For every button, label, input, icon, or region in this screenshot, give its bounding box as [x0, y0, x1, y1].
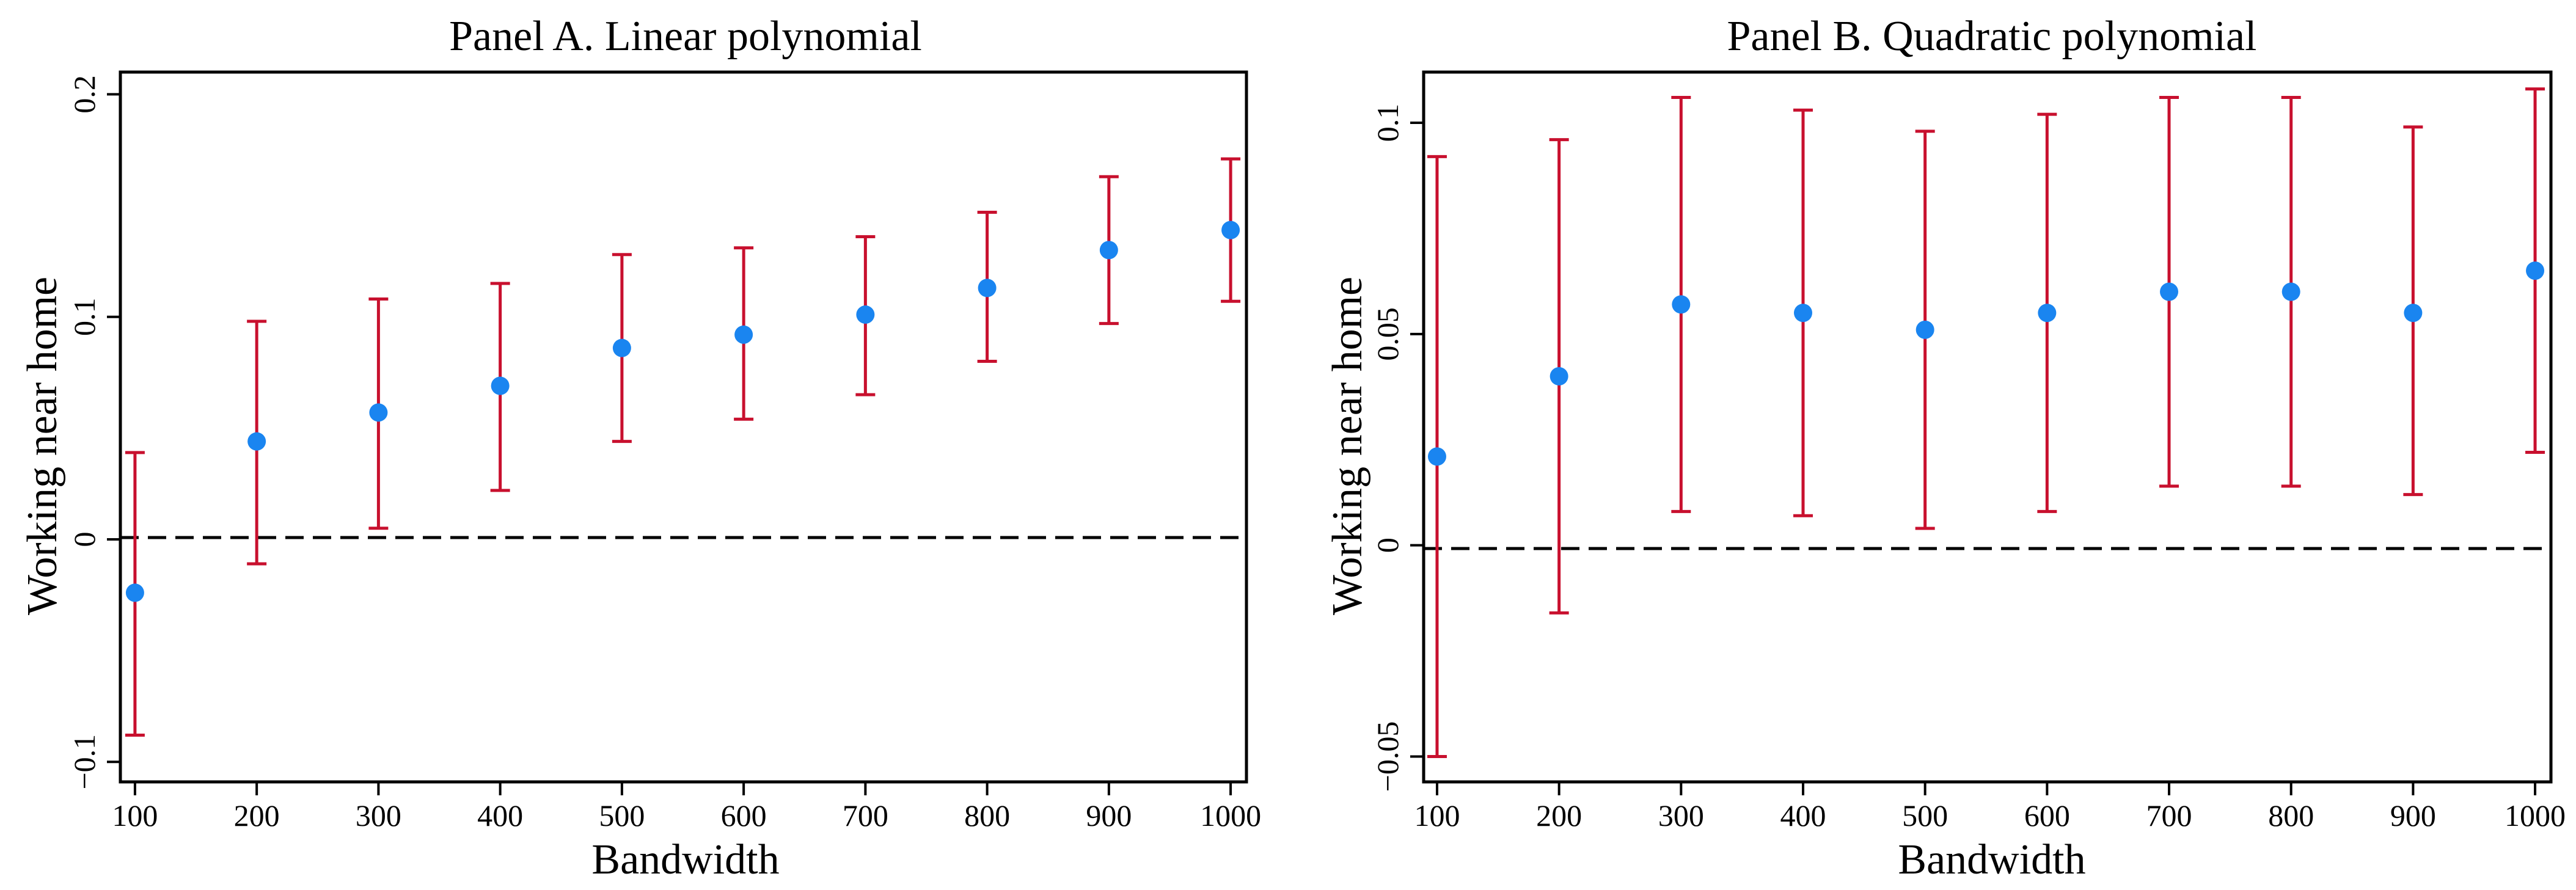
panel-a-point-estimate: [125, 583, 144, 602]
panel-b-x-tick-label: 200: [1536, 798, 1582, 833]
panel-b-y-tick-label: 0.1: [1370, 104, 1405, 142]
panel-b-point-estimate: [2404, 304, 2423, 323]
panel-b-point-estimate: [1916, 320, 1934, 339]
panel-a-point-estimate: [1099, 241, 1118, 260]
panel-b-plot-frame: [1422, 70, 2553, 784]
panel-a-marks: [125, 157, 1241, 737]
panel-a-point-estimate: [1221, 221, 1240, 239]
panel-b-x-tick-label: 700: [2146, 798, 2192, 833]
panel-a-ticks: 100 200 300 400 500 600 700 800 900 1000 −0.1 0 0.1 0…: [67, 75, 1261, 833]
panel-a-y-tick-label: 0.2: [67, 75, 101, 114]
panel-b-point-estimate: [2038, 304, 2057, 323]
panel-b-point-estimate: [1427, 447, 1446, 466]
panel-b-title: Panel B. Quadratic polynomial: [1727, 13, 2256, 60]
panel-a-title: Panel A. Linear polynomial: [449, 13, 922, 60]
panel-a-x-axis-title: Bandwidth: [591, 836, 779, 883]
panel-a-x-tick-label: 100: [112, 798, 158, 833]
panel-b-y-tick-label: −0.05: [1370, 721, 1405, 792]
panel-a-linear: Panel A. Linear polynomial Bandwidth Wor…: [19, 13, 1261, 883]
panel-b-point-estimate: [1672, 295, 1691, 314]
panel-a-y-tick-label: 0: [67, 531, 101, 547]
panel-a-point-estimate: [612, 338, 631, 357]
panel-a-point-estimate: [734, 325, 753, 344]
panel-b-x-tick-label: 100: [1414, 798, 1460, 833]
panel-b-x-axis-title: Bandwidth: [1898, 836, 2085, 883]
panel-a-y-tick-label: 0.1: [67, 297, 101, 336]
panel-b-ticks: 100 200 300 400 500 600 700 800 900 1000 −0.05 0 0.0…: [1370, 104, 2566, 833]
panel-a-x-tick-label: 800: [964, 798, 1010, 833]
panel-a-x-tick-label: 500: [599, 798, 645, 833]
panel-b-quadratic: Panel B. Quadratic polynomial Bandwidth …: [1324, 13, 2566, 883]
panel-b-y-axis-title: Working near home: [1324, 277, 1371, 615]
panel-b-marks: [1427, 87, 2545, 758]
panel-a-x-tick-label: 900: [1086, 798, 1132, 833]
panel-a-point-estimate: [247, 432, 266, 451]
panel-a-plot-frame: [119, 70, 1248, 784]
panel-a-x-tick-label: 1000: [1200, 798, 1261, 833]
panel-a-x-tick-label: 600: [721, 798, 767, 833]
panel-a-point-estimate: [978, 279, 997, 297]
panel-b-y-tick-label: 0.05: [1370, 307, 1405, 361]
panel-b-x-tick-label: 400: [1780, 798, 1826, 833]
panel-b-point-estimate: [2526, 261, 2545, 280]
panel-a-point-estimate: [369, 403, 388, 422]
panel-b-x-tick-label: 900: [2390, 798, 2436, 833]
panel-b-x-tick-label: 1000: [2505, 798, 2566, 833]
panel-b-x-tick-label: 500: [1902, 798, 1948, 833]
panel-a-x-tick-label: 300: [356, 798, 401, 833]
panel-a-y-tick-label: −0.1: [67, 734, 101, 790]
panel-b-point-estimate: [1550, 367, 1568, 385]
panel-b-point-estimate: [2281, 282, 2300, 301]
panel-b-y-tick-label: 0: [1370, 538, 1405, 553]
panel-a-point-estimate: [856, 305, 875, 324]
panel-a-x-tick-label: 400: [477, 798, 523, 833]
panel-b-x-tick-label: 300: [1658, 798, 1704, 833]
panel-a-x-tick-label: 200: [234, 798, 280, 833]
panel-a-x-tick-label: 700: [843, 798, 888, 833]
panel-b-point-estimate: [1793, 304, 1812, 323]
panel-a-point-estimate: [491, 376, 510, 395]
panel-b-x-tick-label: 600: [2024, 798, 2070, 833]
panel-a-y-axis-title: Working near home: [19, 277, 66, 615]
panel-b-x-tick-label: 800: [2268, 798, 2314, 833]
panel-b-point-estimate: [2160, 282, 2179, 301]
